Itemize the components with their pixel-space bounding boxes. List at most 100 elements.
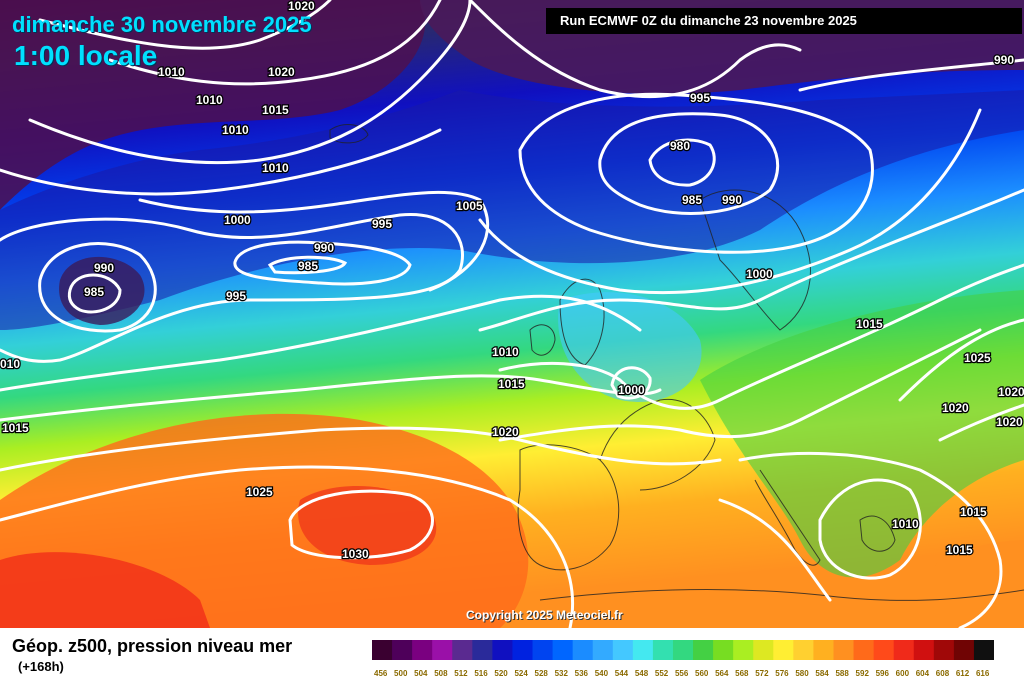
isobar-label: 1020 [492,425,519,439]
scale-swatch [953,640,975,660]
coastline-ireland [529,324,556,356]
isobar-label: 990 [994,53,1014,67]
isobar [28,0,472,165]
isobar-label: 1000 [746,267,773,281]
model-run-banner: Run ECMWF 0Z du dimanche 23 novembre 202… [546,8,1022,34]
scale-swatch [372,640,393,660]
scale-label: 540 [595,669,609,678]
scale-label: 568 [735,669,749,678]
isobar [38,242,157,333]
scale-label: 596 [876,669,890,678]
scale-swatch [753,640,774,660]
isobar-label: 1000 [618,383,645,397]
scale-swatch [592,640,614,660]
scale-label: 536 [575,669,589,678]
isobar-label: 1020 [998,385,1024,399]
scale-swatch [873,640,895,660]
isobar [267,255,348,275]
map-legend-title: Géop. z500, pression niveau mer [12,636,293,656]
navy-region [0,90,1024,330]
coastline-north-africa [539,589,1024,601]
isobar [938,403,1024,442]
scale-label: 504 [414,669,428,678]
isobar-label: 1015 [856,317,883,331]
southwest-red [0,552,210,628]
isobar-label: 1020 [268,65,295,79]
isobar-label: 1020 [288,0,315,13]
isobar-label: 990 [722,193,742,207]
scale-swatch [813,640,834,660]
scale-label: 520 [494,669,508,678]
coastline-iberia [517,444,620,571]
scale-label: 612 [956,669,970,678]
scale-swatch [532,640,554,660]
coastline-italy [754,469,821,566]
orange-region-se [920,540,1024,628]
isobar [0,212,464,363]
isobar-label: 1030 [342,547,369,561]
isobar [478,108,982,295]
scale-label: 588 [835,669,849,678]
scale-label: 544 [615,669,629,678]
scale-swatch [973,640,994,660]
isobar-label: 1010 [196,93,223,107]
isobar [498,328,982,442]
isobar [718,498,832,602]
isobar [67,273,122,314]
scale-swatch [472,640,493,660]
isobar [38,0,332,50]
isobar-label: 995 [690,91,710,105]
scale-swatch [512,640,534,660]
isobar [288,489,434,560]
map-local-time: 1:00 locale [14,40,158,71]
weather-map: 1020 1010 1010 1020 1015 1010 1010 1000 … [0,0,1024,628]
scale-swatch [833,640,855,660]
isobar-label: 990 [314,241,334,255]
scale-label: 572 [755,669,769,678]
isobar-label: 1000 [224,213,251,227]
isobar-label: 985 [298,259,318,273]
isobar-label: 1010 [492,345,519,359]
isobar-label: 995 [372,217,392,231]
scale-swatch [492,640,513,660]
scale-label: 556 [675,669,689,678]
isobar [0,374,662,422]
scale-swatch [612,640,634,660]
forecast-hour-label: (+168h) [18,659,64,674]
coastline-france [599,398,716,491]
isobar-label: 1015 [2,421,29,435]
scale-label: 576 [775,669,789,678]
scale-label: 524 [514,669,528,678]
scale-swatch [672,640,694,660]
scale-label: 528 [535,669,549,678]
scale-swatch [552,640,574,660]
map-date-title: dimanche 30 novembre 2025 [12,12,312,37]
isobar [0,294,642,392]
scale-swatch [693,640,714,660]
isobar-label: 1010 [262,161,289,175]
isobar-label: 990 [94,261,114,275]
isobar [818,478,922,580]
isobar-label: 1010 [222,123,249,137]
scale-swatch [893,640,915,660]
isobar [610,366,652,400]
isobar-label: 1025 [246,485,273,499]
red-core-high [298,486,437,565]
scale-swatch [432,640,453,660]
isobar [108,0,442,86]
scale-swatch [632,640,654,660]
isobar [518,92,874,254]
isobar-labels: 1020 1010 1010 1020 1015 1010 1010 1000 … [0,0,1024,562]
isobar-label: 995 [226,289,246,303]
copyright-notice: Copyright 2025 Meteociel.fr [466,608,623,622]
low-core-west [59,256,145,325]
scale-label: 516 [474,669,488,678]
isobar [648,138,716,187]
scale-label: 616 [976,669,990,678]
scale-swatch [853,640,875,660]
scale-swatch [713,640,734,660]
scale-swatch [392,640,413,660]
scale-swatch [412,640,433,660]
scale-swatch [793,640,814,660]
isobar-label: 1025 [964,351,991,365]
